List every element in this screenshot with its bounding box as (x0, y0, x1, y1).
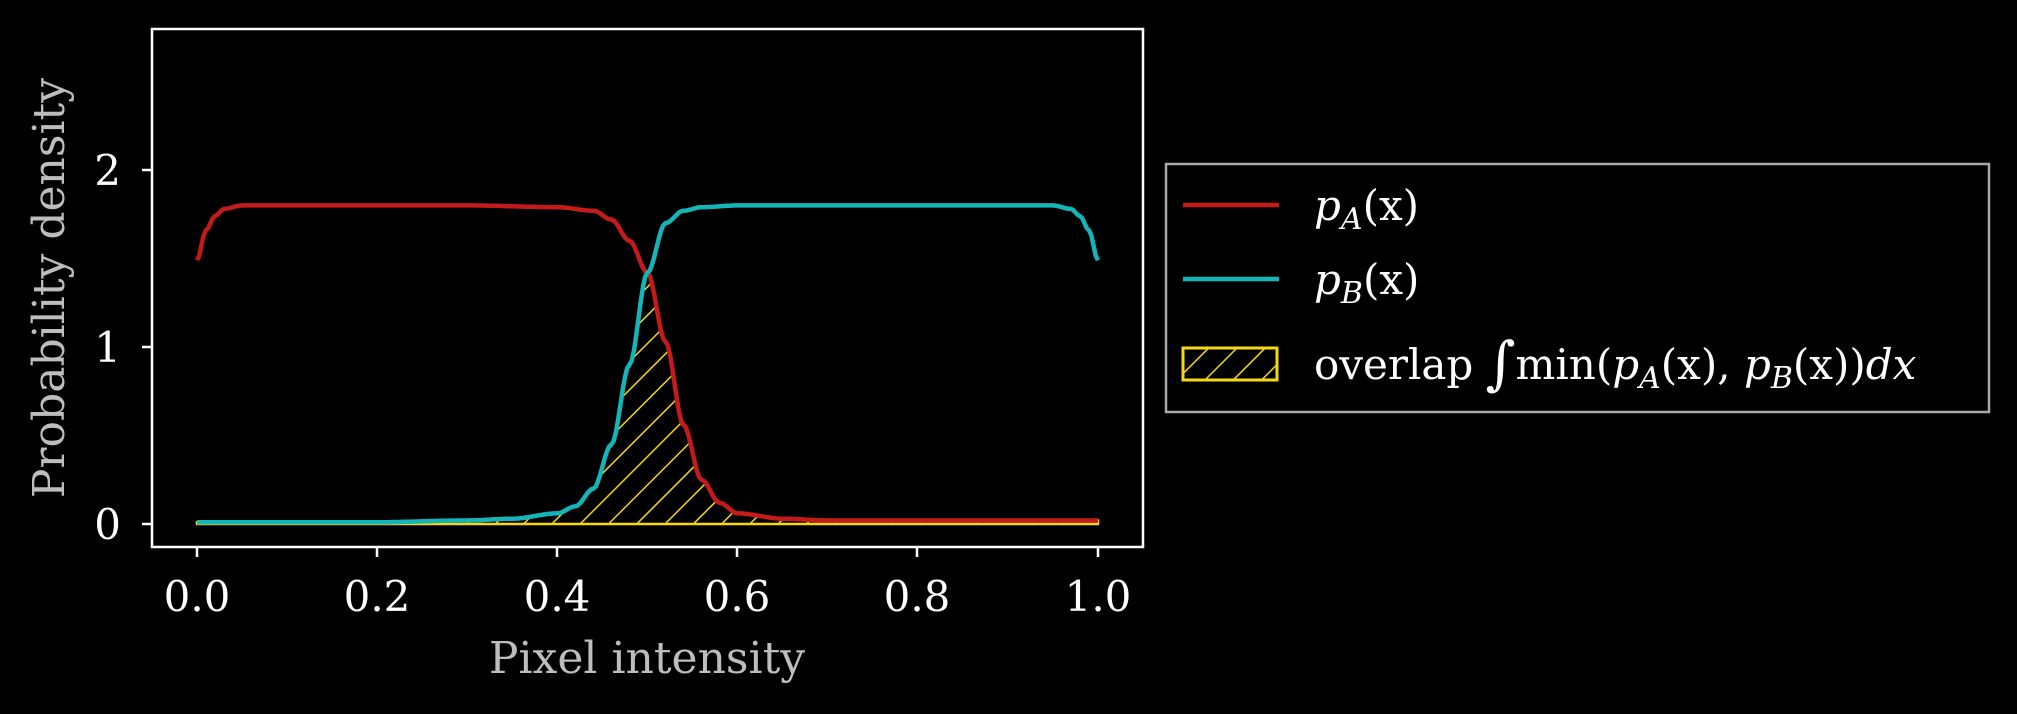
x-tick-label: 0.4 (524, 572, 591, 621)
legend-label-overlap: overlap ∫min(pA(x), pB(x))dx (1314, 329, 1917, 397)
y-tick-label: 0 (94, 500, 121, 549)
series-line-p-b (197, 203, 1101, 525)
legend: pA(x) pB(x) overlap ∫min(pA(x), pB(x))dx (1164, 162, 1991, 414)
x-tick-label: 0.6 (704, 572, 771, 621)
overlap-fill (195, 270, 1100, 526)
y-axis-label: Probability density (24, 78, 75, 498)
x-axis: 0.0 0.2 0.4 0.6 0.8 1.0 Pixel intensity (164, 547, 1132, 684)
axes-frame (150, 27, 1145, 549)
x-tick-label: 0.8 (884, 572, 951, 621)
x-tick-label: 1.0 (1065, 572, 1132, 621)
legend-label-p-b: pB(x) (1314, 255, 1419, 311)
x-tick-label: 0.0 (164, 572, 231, 621)
legend-hatch-swatch (1181, 346, 1279, 382)
x-axis-label: Pixel intensity (489, 633, 805, 684)
x-tick-label: 0.2 (344, 572, 411, 621)
y-tick-label: 2 (94, 146, 121, 195)
y-tick-label: 1 (94, 323, 121, 372)
y-axis: 0 1 2 Probability density (24, 78, 152, 549)
legend-frame (1164, 162, 1991, 414)
plot-area (150, 27, 1145, 549)
legend-label-p-a: pA(x) (1314, 181, 1419, 237)
